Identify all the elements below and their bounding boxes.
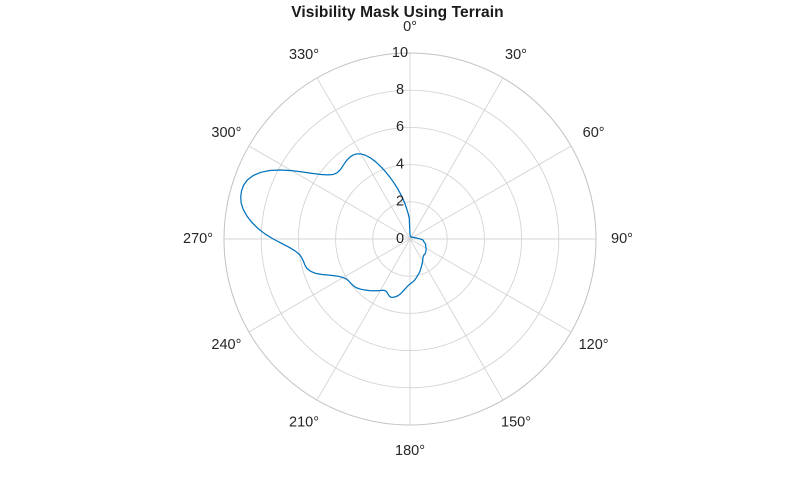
r-label-8: 8: [396, 82, 404, 98]
theta-label-60: 60°: [583, 125, 605, 141]
r-tick-labels: 0 2 4 6 8 10: [392, 45, 408, 247]
r-label-6: 6: [396, 119, 404, 135]
theta-label-210: 210°: [289, 414, 319, 430]
grid-spoke-60: [409, 145, 572, 240]
r-label-4: 4: [396, 156, 404, 172]
grid-spoke-210: [316, 238, 411, 401]
angular-grid-spokes: [224, 53, 596, 425]
r-label-10: 10: [392, 45, 408, 61]
theta-tick-labels: 0° 30° 60° 90° 120° 150° 180° 210° 240° 270° 300° 3…: [183, 19, 633, 459]
theta-label-30: 30°: [505, 47, 527, 63]
grid-spoke-30: [409, 77, 504, 240]
grid-spoke-150: [409, 238, 504, 401]
grid-spoke-300: [248, 145, 411, 240]
theta-label-120: 120°: [579, 337, 609, 353]
data-series-0: [240, 153, 427, 299]
grid-spoke-120: [409, 238, 572, 333]
theta-label-330: 330°: [289, 47, 319, 63]
theta-label-180: 180°: [395, 443, 425, 459]
theta-label-90: 90°: [611, 231, 633, 247]
polar-grid: [223, 52, 597, 426]
theta-label-0: 0°: [403, 19, 417, 35]
theta-label-240: 240°: [211, 337, 241, 353]
theta-label-270: 270°: [183, 231, 213, 247]
data-series-layer: [240, 153, 427, 299]
theta-label-300: 300°: [211, 125, 241, 141]
grid-spoke-240: [248, 238, 411, 333]
theta-label-150: 150°: [501, 414, 531, 430]
r-label-2: 2: [396, 194, 404, 210]
chart-title: Visibility Mask Using Terrain: [291, 4, 504, 21]
grid-spoke-330: [316, 77, 411, 240]
r-label-0: 0: [396, 231, 404, 247]
